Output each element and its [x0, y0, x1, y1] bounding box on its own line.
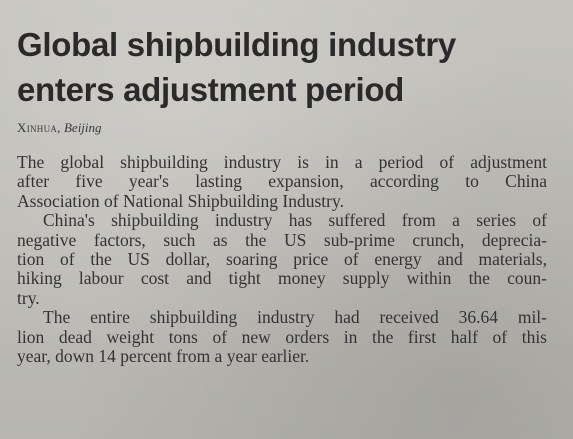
byline-agency: Xinhua, [17, 120, 61, 135]
body-line: The global shipbuilding industry is in a… [17, 152, 547, 172]
body-line: China's shipbuilding industry has suffer… [43, 210, 547, 231]
body-line: try. [17, 287, 40, 308]
body-line: tion of the US dollar, soaring price of … [17, 248, 547, 269]
body-line: lion dead weight tons of new orders in t… [17, 326, 547, 347]
body-line: Association of National Shipbuilding Ind… [17, 190, 344, 211]
article-body: The global shipbuilding industry is in a… [17, 152, 547, 366]
headline-line-1: Global shipbuilding industry [17, 26, 456, 63]
headline: Global shipbuilding industry enters adju… [17, 22, 557, 112]
body-line: after five year's lasting expansion, acc… [17, 171, 547, 192]
body-line: negative factors, such as the US sub-pri… [17, 229, 547, 250]
byline: Xinhua, Beijing [17, 120, 102, 136]
body-line: year, down 14 percent from a year earlie… [17, 345, 310, 366]
body-line: hiking labour cost and tight money suppl… [17, 268, 547, 289]
body-line: The entire shipbuilding industry had rec… [43, 307, 547, 328]
headline-line-2: enters adjustment period [17, 71, 405, 108]
byline-city: Beijing [63, 120, 102, 135]
